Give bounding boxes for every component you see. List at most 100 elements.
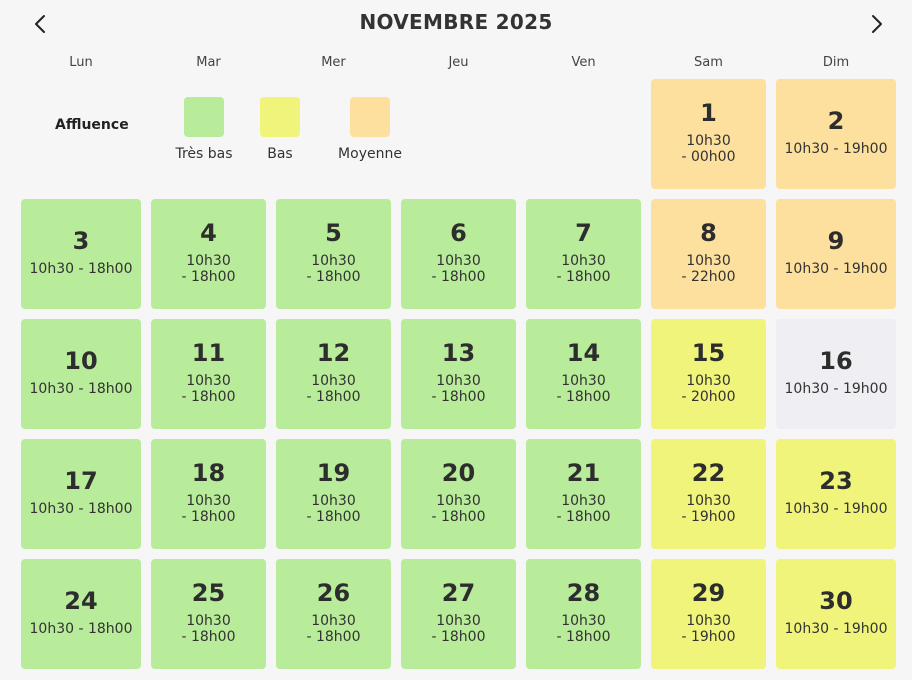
opening-hours: 10h30	[561, 373, 606, 389]
day-number: 8	[700, 219, 717, 247]
day-cell-29[interactable]: 29 10h30- 19h00	[651, 559, 766, 669]
opening-hours: - 18h00	[306, 629, 361, 645]
day-cell-19[interactable]: 19 10h30- 18h00	[276, 439, 391, 549]
day-cell-8[interactable]: 8 10h30- 22h00	[651, 199, 766, 309]
opening-hours: 10h30 - 19h00	[784, 141, 888, 157]
day-cell-7[interactable]: 7 10h30- 18h00	[526, 199, 641, 309]
day-cell-23[interactable]: 23 10h30 - 19h00	[776, 439, 896, 549]
day-cell-6[interactable]: 6 10h30- 18h00	[401, 199, 516, 309]
day-cell-2[interactable]: 2 10h30 - 19h00	[776, 79, 896, 189]
day-number: 27	[441, 579, 476, 607]
day-cell-28[interactable]: 28 10h30- 18h00	[526, 559, 641, 669]
day-number: 19	[316, 459, 351, 487]
prev-month-button[interactable]	[25, 8, 55, 40]
day-cell-20[interactable]: 20 10h30- 18h00	[401, 439, 516, 549]
opening-hours: 10h30 - 18h00	[29, 621, 133, 637]
opening-hours: - 18h00	[556, 269, 611, 285]
weekday-label: Sam	[694, 55, 723, 70]
day-number: 7	[575, 219, 592, 247]
opening-hours: 10h30	[311, 493, 356, 509]
day-cell-17[interactable]: 17 10h30 - 18h00	[21, 439, 141, 549]
day-number: 15	[691, 339, 726, 367]
opening-hours: 10h30	[561, 253, 606, 269]
day-number: 6	[450, 219, 467, 247]
opening-hours: 10h30	[186, 493, 231, 509]
day-number: 28	[566, 579, 601, 607]
day-cell-9[interactable]: 9 10h30 - 19h00	[776, 199, 896, 309]
day-number: 26	[316, 579, 351, 607]
day-number: 16	[819, 347, 853, 375]
day-cell-15[interactable]: 15 10h30- 20h00	[651, 319, 766, 429]
day-cell-30[interactable]: 30 10h30 - 19h00	[776, 559, 896, 669]
opening-hours: 10h30 - 19h00	[784, 381, 888, 397]
affluence-legend: Affluence Très bas Bas Moyenne	[0, 79, 640, 189]
opening-hours: 10h30	[561, 493, 606, 509]
opening-hours: - 18h00	[556, 509, 611, 525]
day-number: 4	[200, 219, 217, 247]
day-cell-24[interactable]: 24 10h30 - 18h00	[21, 559, 141, 669]
day-number: 10	[64, 347, 98, 375]
opening-hours: 10h30	[561, 613, 606, 629]
day-cell-4[interactable]: 4 10h30- 18h00	[151, 199, 266, 309]
opening-hours: - 18h00	[556, 629, 611, 645]
legend-item: Très bas	[154, 97, 254, 167]
day-cell-14[interactable]: 14 10h30- 18h00	[526, 319, 641, 429]
day-number: 29	[691, 579, 726, 607]
day-cell-10[interactable]: 10 10h30 - 18h00	[21, 319, 141, 429]
day-cell-25[interactable]: 25 10h30- 18h00	[151, 559, 266, 669]
opening-hours: 10h30	[311, 613, 356, 629]
opening-hours: - 18h00	[181, 389, 236, 405]
legend-swatch	[184, 97, 224, 137]
weekday-label: Jeu	[448, 55, 469, 70]
opening-hours: - 19h00	[681, 509, 736, 525]
day-number: 11	[191, 339, 226, 367]
day-cell-16[interactable]: 16 10h30 - 19h00	[776, 319, 896, 429]
opening-hours: 10h30 - 18h00	[29, 261, 133, 277]
day-number: 21	[566, 459, 601, 487]
opening-hours: 10h30	[436, 613, 481, 629]
opening-hours: 10h30	[436, 493, 481, 509]
opening-hours: 10h30	[186, 613, 231, 629]
next-month-button[interactable]	[862, 8, 892, 40]
opening-hours: 10h30 - 19h00	[784, 501, 888, 517]
day-cell-21[interactable]: 21 10h30- 18h00	[526, 439, 641, 549]
weekday-label: Lun	[69, 55, 93, 70]
day-cell-1[interactable]: 1 10h30- 00h00	[651, 79, 766, 189]
day-cell-12[interactable]: 12 10h30- 18h00	[276, 319, 391, 429]
weekday-label: Mar	[196, 55, 221, 70]
day-cell-5[interactable]: 5 10h30- 18h00	[276, 199, 391, 309]
day-number: 2	[827, 107, 845, 135]
opening-hours: - 18h00	[431, 509, 486, 525]
weekday-label: Ven	[571, 55, 596, 70]
opening-hours: 10h30 - 19h00	[784, 621, 888, 637]
legend-swatch	[260, 97, 300, 137]
day-number: 25	[191, 579, 226, 607]
opening-hours: - 18h00	[181, 269, 236, 285]
weekday-header-row: Lun Mar Mer Jeu Ven Sam Dim	[0, 55, 912, 73]
day-number: 3	[72, 227, 90, 255]
day-cell-13[interactable]: 13 10h30- 18h00	[401, 319, 516, 429]
weekday-label: Dim	[822, 55, 850, 70]
legend-label: Très bas	[175, 146, 233, 162]
opening-hours: - 18h00	[306, 509, 361, 525]
day-cell-3[interactable]: 3 10h30 - 18h00	[21, 199, 141, 309]
day-number: 5	[325, 219, 342, 247]
day-cell-26[interactable]: 26 10h30- 18h00	[276, 559, 391, 669]
opening-hours: 10h30	[186, 253, 231, 269]
day-cell-18[interactable]: 18 10h30- 18h00	[151, 439, 266, 549]
legend-swatch	[350, 97, 390, 137]
opening-hours: - 20h00	[681, 389, 736, 405]
day-cell-11[interactable]: 11 10h30- 18h00	[151, 319, 266, 429]
day-number: 30	[819, 587, 853, 615]
legend-item: Bas	[230, 97, 330, 167]
day-cell-27[interactable]: 27 10h30- 18h00	[401, 559, 516, 669]
opening-hours: 10h30 - 19h00	[784, 261, 888, 277]
day-cell-22[interactable]: 22 10h30- 19h00	[651, 439, 766, 549]
legend-item: Moyenne	[320, 97, 420, 167]
day-number: 23	[819, 467, 853, 495]
opening-hours: 10h30	[686, 373, 731, 389]
calendar-header: NOVEMBRE 2025	[0, 0, 912, 50]
opening-hours: 10h30	[686, 613, 731, 629]
opening-hours: 10h30 - 18h00	[29, 381, 133, 397]
